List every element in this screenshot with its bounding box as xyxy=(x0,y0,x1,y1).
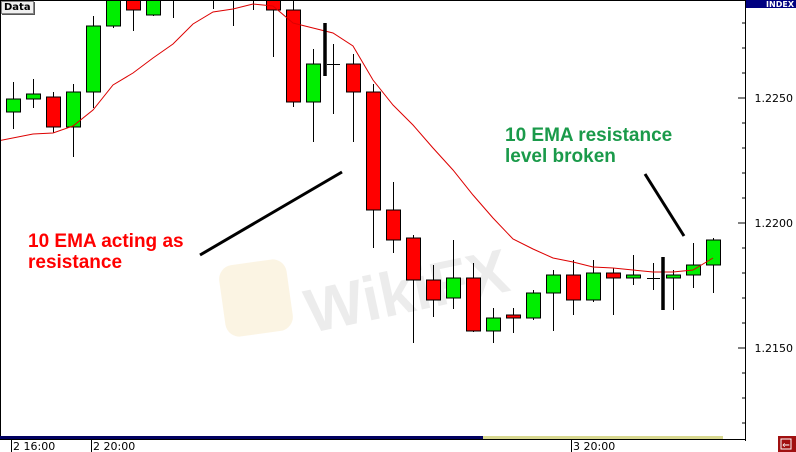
candle xyxy=(486,308,501,343)
candle-body xyxy=(526,292,541,319)
x-tick-label: 3 20:00 xyxy=(573,440,615,452)
candle xyxy=(666,270,681,310)
candle xyxy=(526,290,541,320)
candle-body xyxy=(306,63,321,103)
candle xyxy=(426,265,441,317)
y-tick-label: 1.2250 xyxy=(755,92,794,105)
candle-body xyxy=(626,274,641,279)
candle-body xyxy=(126,0,141,11)
candle-body xyxy=(366,91,381,211)
candle xyxy=(286,0,301,107)
candle-body xyxy=(346,63,361,93)
candle xyxy=(406,235,421,343)
candle-body xyxy=(666,274,681,279)
pointer-line-left xyxy=(199,170,343,257)
candle-body xyxy=(286,9,301,103)
candle-body xyxy=(26,93,41,100)
candle xyxy=(306,49,321,142)
candle xyxy=(446,240,461,309)
candle-body xyxy=(706,239,721,266)
candle xyxy=(346,54,361,142)
annotation-right-line1: 10 EMA resistance xyxy=(505,125,672,146)
y-tick-label: 1.2150 xyxy=(755,342,794,355)
candle-body xyxy=(46,96,61,128)
candle-body xyxy=(586,272,601,301)
scrollbar-track[interactable] xyxy=(0,436,483,439)
candle-body xyxy=(486,317,501,332)
candle-body xyxy=(266,0,281,11)
candle-body xyxy=(6,98,21,113)
candle xyxy=(126,0,141,31)
candle xyxy=(213,0,214,9)
x-tick-label: 2 16:00 xyxy=(13,440,55,452)
candle-body xyxy=(386,209,401,241)
x-tick-label: 2 20:00 xyxy=(93,440,135,452)
scrollbar-thumb[interactable] xyxy=(483,436,723,439)
candle xyxy=(566,260,581,315)
candle-body xyxy=(506,314,521,319)
candle xyxy=(6,82,21,129)
candle xyxy=(606,268,621,315)
candle xyxy=(26,79,41,108)
candle xyxy=(466,263,481,332)
axis-header xyxy=(746,0,796,8)
candle-body xyxy=(546,274,561,294)
candle-body xyxy=(86,25,101,93)
annotation-left-line2: resistance xyxy=(28,252,122,273)
candle xyxy=(106,0,121,28)
arrow-left-icon: ⇐ xyxy=(782,441,790,451)
candle xyxy=(46,92,61,133)
candle xyxy=(173,0,174,18)
candle xyxy=(686,243,701,288)
candle xyxy=(66,84,81,157)
scroll-right-button[interactable]: ⇐ xyxy=(778,436,796,452)
candle xyxy=(86,16,101,108)
candle-body xyxy=(106,0,121,27)
candle-body xyxy=(426,279,441,301)
candle-body xyxy=(606,272,621,279)
candle-body xyxy=(566,274,581,301)
candle xyxy=(647,263,660,290)
candle-body xyxy=(446,277,461,299)
candle xyxy=(146,0,161,16)
axis-title: INDEX xyxy=(766,0,795,9)
candle-body xyxy=(146,0,161,16)
candle xyxy=(266,0,281,57)
candle-body xyxy=(406,237,421,281)
data-tag: Data xyxy=(1,1,34,14)
candle xyxy=(386,182,401,253)
candle-body xyxy=(466,277,481,332)
candle xyxy=(506,308,521,333)
candle xyxy=(327,44,340,114)
candle-body xyxy=(66,91,81,128)
ema-line xyxy=(0,3,714,273)
pointer-line-right xyxy=(643,173,686,237)
annotation-left-line1: 10 EMA acting as xyxy=(28,231,184,252)
candle xyxy=(706,238,721,293)
candle xyxy=(233,0,234,26)
annotation-right-line2: level broken xyxy=(505,146,616,167)
candle xyxy=(546,270,561,331)
y-tick-label: 1.2200 xyxy=(755,217,794,230)
candle xyxy=(366,84,381,248)
